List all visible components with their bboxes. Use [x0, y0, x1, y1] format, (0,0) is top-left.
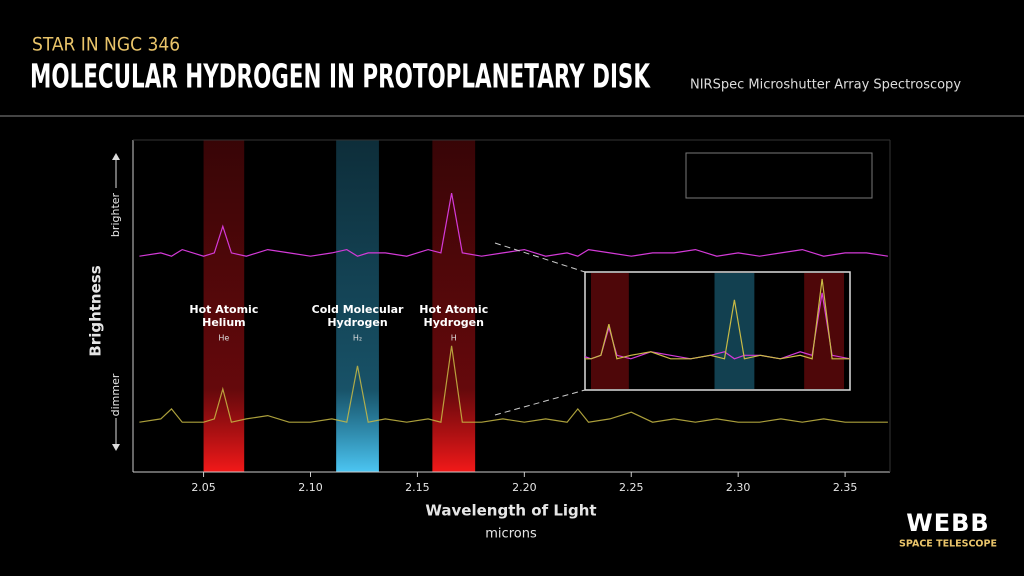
arrowhead [112, 444, 120, 451]
x-tick-label: 2.15 [405, 481, 430, 494]
x-tick-label: 2.10 [298, 481, 323, 494]
supertitle: STAR IN NGC 346 [32, 34, 180, 56]
inset-connector [494, 242, 586, 273]
x-tick-label: 2.05 [191, 481, 216, 494]
band-label: Hot Atomic [189, 303, 258, 316]
inset-band [714, 273, 755, 389]
logo-tagline: SPACE TELESCOPE [899, 539, 997, 550]
band-label: Cold Molecular [312, 303, 404, 316]
x-unit: microns [485, 527, 537, 542]
band-symbol: H [451, 334, 457, 343]
inset-line [585, 278, 850, 360]
band-label: Hydrogen [327, 316, 387, 329]
y-label: Brightness [87, 265, 105, 356]
spectrum-line [139, 192, 888, 257]
logo-name: WEBB [906, 509, 989, 537]
x-tick-label: 2.30 [726, 481, 751, 494]
band-symbol: H₂ [353, 334, 362, 343]
arrowhead [112, 153, 120, 160]
x-tick-label: 2.35 [833, 481, 858, 494]
y-top-label: brighter [109, 192, 122, 237]
x-label: Wavelength of Light [425, 502, 596, 520]
x-tick-label: 2.20 [512, 481, 537, 494]
band-label: Hydrogen [424, 316, 484, 329]
y-bottom-label: dimmer [109, 373, 122, 416]
band [432, 140, 476, 472]
x-tick-label: 2.25 [619, 481, 644, 494]
band-symbol: He [218, 334, 229, 343]
band [336, 140, 379, 472]
band [203, 140, 245, 472]
inset-connector [494, 389, 586, 416]
legend [685, 152, 873, 199]
subtitle: NIRSpec Microshutter Array Spectroscopy [690, 78, 961, 93]
band-label: Helium [202, 316, 246, 329]
spectrum-line [139, 345, 888, 423]
inset-frame [584, 271, 851, 391]
title: MOLECULAR HYDROGEN IN PROTOPLANETARY DIS… [30, 57, 651, 96]
band-label: Hot Atomic [419, 303, 488, 316]
